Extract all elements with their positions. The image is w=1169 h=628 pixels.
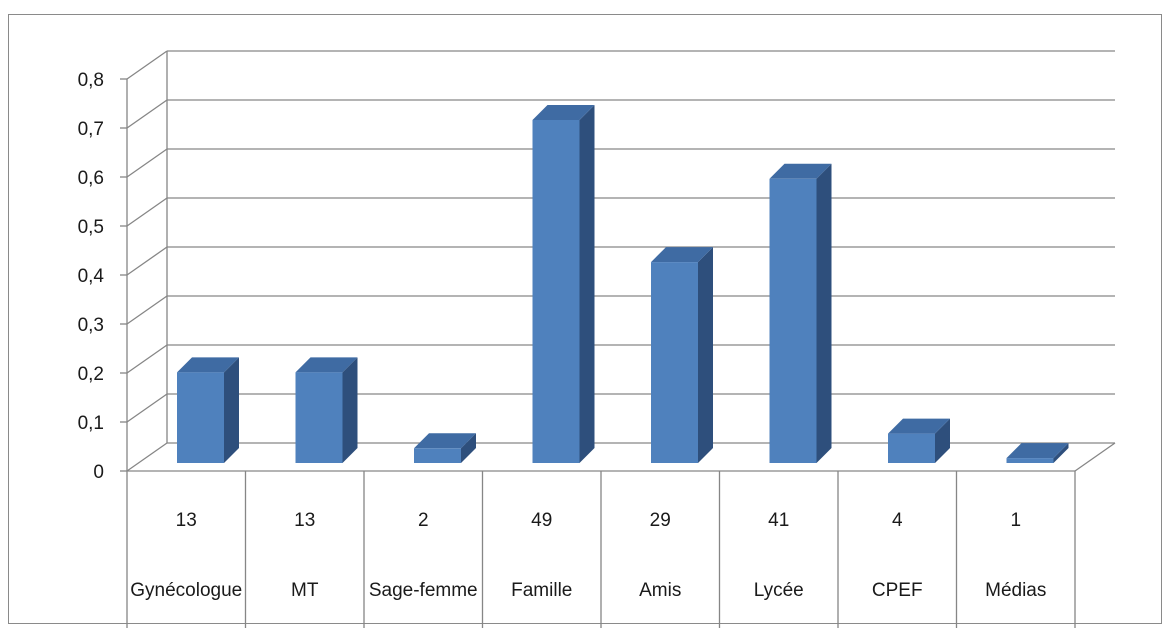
y-tick-label: 0,2 bbox=[78, 364, 104, 385]
bar-top-face bbox=[295, 357, 358, 373]
y-tick-label: 0,7 bbox=[78, 119, 104, 140]
side-wall-gridline bbox=[126, 344, 168, 374]
y-axis-tick-labels: 0 0,1 0,2 0,3 0,4 0,5 0,6 0,7 0,8 bbox=[78, 70, 105, 483]
bar-top-face bbox=[532, 105, 595, 120]
bar-side-face bbox=[579, 105, 595, 463]
category-label: CPEF bbox=[872, 580, 923, 601]
side-wall-gridline bbox=[126, 148, 168, 178]
count-label: 4 bbox=[892, 510, 903, 531]
count-label: 13 bbox=[294, 510, 315, 531]
count-label: 41 bbox=[768, 510, 789, 531]
category-label: Famille bbox=[511, 580, 572, 601]
count-label: 13 bbox=[176, 510, 197, 531]
bars bbox=[177, 105, 1069, 464]
bar-top-face bbox=[651, 247, 713, 263]
bar-front-face bbox=[177, 372, 224, 463]
bar-front-face bbox=[532, 120, 580, 463]
category-table: 13 Gynécologue 13 MT 2 Sage-femme 49 Famille 29 A… bbox=[126, 471, 1076, 628]
count-label: 1 bbox=[1010, 510, 1021, 531]
y-tick-label: 0 bbox=[93, 462, 104, 483]
bar-front-face bbox=[888, 433, 935, 463]
category-label: MT bbox=[291, 580, 319, 601]
bar-top-face bbox=[769, 163, 832, 179]
count-label: 29 bbox=[650, 510, 671, 531]
count-label: 49 bbox=[531, 510, 552, 531]
bar-side-face bbox=[342, 357, 358, 463]
bar-1 bbox=[177, 357, 239, 463]
category-label: Lycée bbox=[754, 580, 804, 601]
side-wall-gridline bbox=[126, 393, 168, 423]
bar-top-face bbox=[1006, 443, 1069, 459]
axes bbox=[120, 78, 128, 472]
side-wall-gridline bbox=[126, 99, 168, 129]
bar-side-face bbox=[935, 418, 950, 463]
side-wall-gridline bbox=[126, 295, 168, 325]
category-label: Amis bbox=[639, 580, 681, 601]
category-label: Médias bbox=[985, 580, 1046, 601]
category-label: Gynécologue bbox=[130, 580, 242, 601]
category-label: Sage-femme bbox=[369, 580, 478, 601]
y-tick-label: 0,1 bbox=[78, 413, 104, 434]
bar-7 bbox=[888, 418, 950, 463]
bar-4 bbox=[532, 105, 595, 463]
bar-front-face bbox=[769, 178, 817, 464]
y-tick-label: 0,4 bbox=[78, 266, 105, 287]
bar-top-face bbox=[888, 418, 950, 434]
floor-left-edge bbox=[126, 442, 168, 472]
bar-top-face bbox=[177, 357, 239, 373]
bar-top-face bbox=[414, 433, 476, 449]
bar-side-face bbox=[461, 433, 476, 463]
y-tick-label: 0,5 bbox=[78, 217, 104, 238]
side-wall-gridline bbox=[126, 50, 168, 80]
bar-side-face bbox=[224, 357, 239, 463]
bar-side-face bbox=[816, 163, 832, 464]
bar-side-face bbox=[698, 247, 713, 463]
y-tick-label: 0,3 bbox=[78, 315, 104, 336]
floor-right-edge bbox=[1074, 442, 1116, 472]
bar-front-face bbox=[295, 372, 343, 463]
bar-front-face bbox=[414, 448, 461, 463]
y-tick-label: 0,6 bbox=[78, 168, 104, 189]
y-tick-label: 0,8 bbox=[78, 70, 104, 91]
count-label: 2 bbox=[418, 510, 429, 531]
side-wall-gridline bbox=[126, 246, 168, 276]
side-wall-gridline bbox=[126, 197, 168, 227]
bar-6 bbox=[769, 163, 832, 464]
bar-3 bbox=[414, 433, 476, 463]
bar-8 bbox=[1006, 443, 1069, 463]
bar-side-face bbox=[1053, 443, 1069, 463]
gridlines bbox=[126, 50, 1116, 472]
bar-front-face bbox=[651, 262, 698, 463]
bar-2 bbox=[295, 357, 358, 463]
bar-5 bbox=[651, 247, 713, 463]
bar-front-face bbox=[1006, 458, 1054, 463]
